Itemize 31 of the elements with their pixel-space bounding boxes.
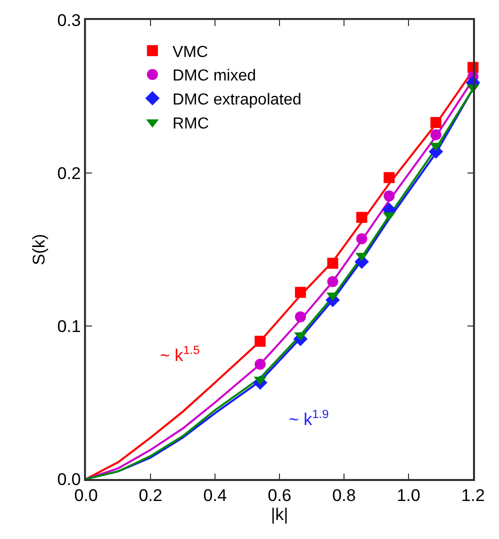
x-tick-label: 1.0 xyxy=(396,486,420,506)
y-axis-title: S(k) xyxy=(29,234,48,266)
annotation: ~ k$^{1.5}$ xyxy=(160,343,200,366)
legend-label: DMC extrapolated xyxy=(172,92,302,109)
x-tick-label: 0.8 xyxy=(332,486,356,506)
point xyxy=(430,117,442,128)
point xyxy=(384,190,395,202)
point xyxy=(294,286,306,298)
point xyxy=(356,233,368,244)
x-tick-label: 0.4 xyxy=(203,486,227,506)
x-tick-label: 0.0 xyxy=(74,486,98,506)
point xyxy=(294,311,306,322)
x-tick-label: 0.6 xyxy=(268,486,292,506)
y-tick-label: 0.0 xyxy=(57,470,81,489)
legend-label: RMC xyxy=(172,115,209,132)
point xyxy=(430,129,442,140)
y-tick-label: 0.2 xyxy=(57,164,81,183)
point xyxy=(327,258,338,269)
point xyxy=(254,336,266,347)
y-tick-label: 0.3 xyxy=(57,10,81,30)
x-tick-label: 1.2 xyxy=(461,486,485,506)
legend-label: DMC mixed xyxy=(172,68,256,85)
point xyxy=(327,276,338,288)
x-tick-label: 0.2 xyxy=(138,486,162,506)
point xyxy=(384,172,395,184)
annotation: ~ k$^{1.9}$ xyxy=(289,407,330,430)
point xyxy=(254,358,266,370)
point xyxy=(356,212,368,223)
legend-label: VMC xyxy=(172,44,208,61)
x-axis-title: |k| xyxy=(270,505,288,524)
y-tick-label: 0.1 xyxy=(57,316,81,336)
